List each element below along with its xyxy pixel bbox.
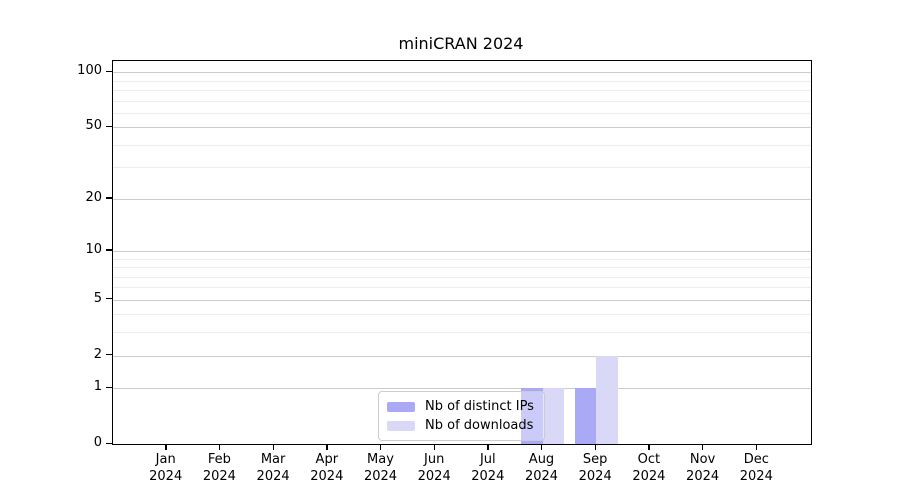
gridline-y-4 bbox=[113, 314, 811, 316]
x-tick-apr bbox=[326, 445, 328, 450]
y-tick-2 bbox=[106, 354, 112, 356]
x-tick-label-mar: Mar 2024 bbox=[256, 452, 290, 484]
legend-swatch-downloads bbox=[387, 420, 415, 431]
gridline-y-40 bbox=[113, 144, 811, 146]
x-tick-may bbox=[380, 445, 382, 450]
y-tick-label-2: 2 bbox=[93, 346, 102, 362]
legend-swatch-distinct-ips bbox=[387, 401, 415, 412]
gridline-y-7 bbox=[113, 276, 811, 278]
legend-label-downloads: Nb of downloads bbox=[425, 418, 534, 433]
chart-title: miniCRAN 2024 bbox=[398, 34, 524, 53]
x-tick-feb bbox=[218, 445, 221, 450]
x-tick-aug bbox=[541, 445, 543, 450]
y-tick-100 bbox=[106, 70, 112, 73]
y-tick-5 bbox=[106, 298, 112, 300]
gridline-y-50 bbox=[113, 127, 811, 129]
x-tick-jul bbox=[487, 445, 489, 450]
bar-downloads-aug bbox=[542, 388, 564, 444]
legend-item-distinct-ips: Nb of distinct IPs bbox=[387, 398, 534, 415]
x-tick-label-may: May 2024 bbox=[363, 452, 398, 484]
x-tick-mar bbox=[272, 445, 274, 450]
x-tick-label-sep: Sep 2024 bbox=[578, 452, 612, 484]
bar-distinct-ips-aug bbox=[521, 388, 543, 444]
y-tick-label-100: 100 bbox=[77, 63, 102, 79]
y-tick-0 bbox=[106, 442, 112, 444]
x-tick-label-feb: Feb 2024 bbox=[202, 452, 236, 484]
x-tick-dec bbox=[755, 445, 758, 450]
x-tick-sep bbox=[594, 445, 597, 450]
y-tick-10 bbox=[106, 249, 112, 251]
x-tick-jun bbox=[433, 445, 436, 450]
gridline-y-10 bbox=[113, 250, 811, 252]
x-tick-label-nov: Nov 2024 bbox=[686, 452, 720, 484]
gridline-y-80 bbox=[113, 89, 811, 91]
gridline-y-6 bbox=[113, 287, 811, 289]
gridline-y-9 bbox=[113, 258, 811, 260]
gridline-y-30 bbox=[113, 167, 811, 169]
gridline-y-5 bbox=[113, 299, 811, 301]
y-tick-1 bbox=[106, 386, 112, 389]
x-tick-jan bbox=[165, 445, 167, 450]
bar-distinct-ips-sep bbox=[574, 388, 597, 444]
legend-item-downloads: Nb of downloads bbox=[387, 417, 534, 434]
y-tick-label-20: 20 bbox=[85, 189, 102, 205]
legend: Nb of distinct IPs Nb of downloads bbox=[378, 391, 545, 441]
x-tick-nov bbox=[702, 445, 704, 450]
x-tick-label-jul: Jul 2024 bbox=[471, 452, 505, 484]
x-tick-label-apr: Apr 2024 bbox=[310, 452, 344, 484]
y-tick-label-1: 1 bbox=[93, 379, 102, 395]
x-tick-label-jan: Jan 2024 bbox=[149, 452, 183, 484]
y-tick-label-50: 50 bbox=[85, 118, 102, 134]
y-tick-20 bbox=[106, 197, 112, 199]
gridline-y-3 bbox=[113, 332, 811, 334]
gridline-y-60 bbox=[113, 112, 811, 114]
gridline-y-70 bbox=[113, 100, 811, 102]
gridline-y-2 bbox=[113, 355, 811, 357]
y-tick-label-0: 0 bbox=[93, 435, 102, 450]
gridline-y-90 bbox=[113, 80, 811, 82]
x-tick-label-aug: Aug 2024 bbox=[524, 452, 559, 484]
y-tick-label-10: 10 bbox=[85, 241, 102, 257]
gridline-y-1 bbox=[113, 388, 811, 390]
plot-area: Nb of distinct IPs Nb of downloads bbox=[112, 60, 812, 445]
x-tick-label-oct: Oct 2024 bbox=[632, 452, 666, 484]
gridline-y-8 bbox=[113, 267, 811, 268]
gridline-y-100 bbox=[113, 72, 811, 74]
x-tick-label-dec: Dec 2024 bbox=[739, 452, 773, 484]
y-tick-label-5: 5 bbox=[93, 290, 102, 306]
x-tick-label-jun: Jun 2024 bbox=[417, 452, 451, 484]
bar-downloads-sep bbox=[596, 355, 618, 444]
x-tick-oct bbox=[648, 445, 650, 450]
legend-label-distinct-ips: Nb of distinct IPs bbox=[425, 399, 534, 414]
y-tick-50 bbox=[106, 125, 112, 128]
gridline-y-20 bbox=[113, 198, 811, 200]
